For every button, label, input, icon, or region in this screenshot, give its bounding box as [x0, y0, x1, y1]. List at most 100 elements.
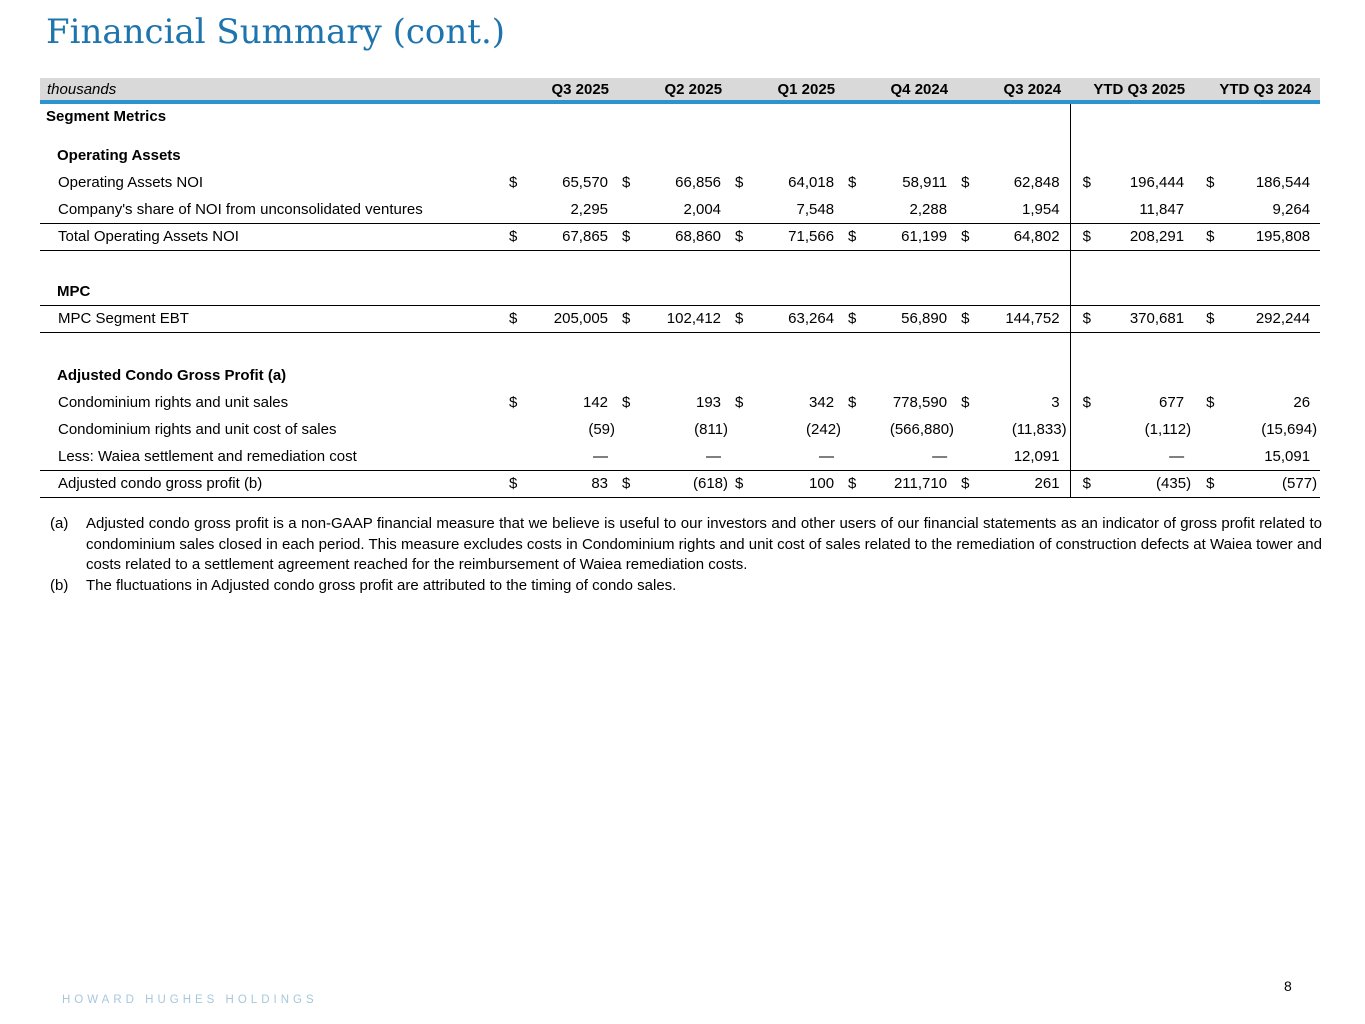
cell-value: (577)	[1282, 475, 1318, 492]
currency-symbol: $	[961, 174, 970, 191]
cell-value: 2,004	[683, 200, 722, 218]
cell-value: (15,694)	[1261, 421, 1318, 438]
cell-value: 195,808	[1255, 228, 1311, 245]
cell-value: (242)	[806, 421, 842, 438]
currency-symbol: $	[509, 228, 518, 245]
cell-value: 1,954	[1022, 200, 1060, 218]
table-row: Adjusted condo gross profit (b) $83 $ (618)…	[40, 470, 1321, 497]
currency-spacer	[505, 443, 523, 470]
currency-spacer	[618, 416, 636, 443]
currency-symbol: $	[848, 174, 857, 191]
page-title: Financial Summary (cont.)	[46, 12, 506, 52]
cell-value: —	[593, 447, 609, 465]
table-row	[40, 250, 1321, 278]
column-header-q1-2025: Q1 2025	[731, 78, 845, 104]
row-label: Less: Waiea settlement and remediation c…	[58, 447, 357, 465]
footnote-a-text: Adjusted condo gross profit is a non-GAA…	[86, 515, 1322, 574]
cell-value: 26	[1293, 394, 1311, 411]
cell-value: 83	[591, 475, 609, 492]
cell-value: 64,802	[1013, 228, 1060, 245]
table-row: Condominium rights and unit sales $142 $19…	[40, 389, 1320, 416]
cell-value: 196,444	[1129, 174, 1185, 191]
table-row: Adjusted Condo Gross Profit (a)	[40, 362, 1321, 389]
section-label: Operating Assets	[57, 147, 181, 164]
cell-value: 66,856	[675, 174, 722, 191]
cell-value: —	[1169, 447, 1185, 465]
cell-value: 186,544	[1255, 174, 1311, 191]
currency-spacer	[731, 443, 749, 470]
currency-spacer	[1194, 196, 1212, 223]
divider-cell	[1069, 250, 1321, 278]
cell-value: 11,847	[1139, 200, 1185, 218]
section-label: Adjusted Condo Gross Profit (a)	[57, 367, 287, 384]
cell-value: 56,890	[901, 310, 948, 327]
table-row: Company's share of NOI from unconsolidat…	[40, 196, 1321, 223]
company-logo-text: HOWARD HUGHES HOLDINGS	[62, 994, 318, 1006]
currency-spacer	[731, 416, 749, 443]
cell-value: —	[932, 447, 948, 465]
currency-symbol: $	[1069, 389, 1091, 416]
currency-symbol: $	[735, 228, 744, 245]
cell-value: 144,752	[1005, 310, 1060, 327]
cell-value: 68,860	[675, 228, 722, 245]
cell-value: (566,880)	[889, 421, 955, 438]
cell-value: 261	[1034, 475, 1060, 492]
currency-symbol: $	[848, 475, 857, 492]
section-label: Segment Metrics	[46, 107, 167, 125]
row-label: Operating Assets NOI	[58, 174, 204, 191]
currency-symbol: $	[1069, 470, 1091, 497]
cell-value: 63,264	[788, 310, 835, 327]
currency-symbol: $	[961, 310, 970, 327]
currency-symbol: $	[1206, 310, 1215, 327]
column-header-q3-2025: Q3 2025	[505, 78, 619, 104]
currency-symbol: $	[622, 228, 631, 245]
column-header-q3-2024: Q3 2024	[957, 78, 1071, 104]
currency-spacer	[957, 416, 975, 443]
currency-spacer	[1069, 416, 1091, 443]
footnote-a-marker: (a)	[50, 515, 69, 532]
financial-table-container: thousands Q3 2025 Q2 2025 Q1 2025 Q4 202…	[40, 78, 1321, 498]
currency-symbol: $	[622, 310, 631, 327]
currency-symbol: $	[509, 174, 518, 191]
currency-spacer	[731, 196, 749, 223]
cell-value: —	[819, 447, 835, 465]
currency-symbol: $	[1206, 475, 1215, 492]
currency-symbol: $	[622, 475, 631, 492]
cell-value: 100	[809, 475, 835, 492]
table-row	[40, 129, 1321, 142]
divider-cell	[1069, 278, 1321, 305]
currency-spacer	[844, 443, 862, 470]
currency-symbol: $	[1069, 305, 1091, 332]
financial-table: thousands Q3 2025 Q2 2025 Q1 2025 Q4 202…	[40, 78, 1321, 498]
footnote-b: (b) The fluctuations in Adjusted condo g…	[50, 576, 1322, 597]
cell-value: 3	[1051, 394, 1060, 411]
row-label: MPC Segment EBT	[58, 310, 189, 327]
page-number: 8	[1284, 978, 1292, 994]
footnotes: (a) Adjusted condo gross profit is a non…	[50, 514, 1322, 597]
divider-cell	[1069, 129, 1321, 142]
cell-value: 58,911	[902, 174, 948, 191]
cell-value: 292,244	[1255, 310, 1311, 327]
currency-spacer	[1069, 196, 1091, 223]
cell-value: 12,091	[1013, 447, 1060, 465]
row-label: Total Operating Assets NOI	[58, 228, 239, 245]
column-header-ytd-q3-2025: YTD Q3 2025	[1070, 78, 1195, 104]
row-label: Condominium rights and unit cost of sale…	[58, 421, 337, 438]
footnote-b-text: The fluctuations in Adjusted condo gross…	[86, 577, 677, 595]
table-row: MPC	[40, 278, 1321, 305]
footnote-b-marker: (b)	[50, 577, 69, 595]
cell-value: 9,264	[1272, 200, 1311, 218]
cell-value: 62,848	[1013, 174, 1060, 191]
currency-symbol: $	[961, 228, 970, 245]
currency-symbol: $	[735, 310, 744, 327]
currency-spacer	[1194, 416, 1212, 443]
currency-symbol: $	[1069, 169, 1091, 196]
cell-value: 64,018	[788, 174, 835, 191]
table-row: MPC Segment EBT $205,005 $102,412 $63,264 $5…	[40, 305, 1321, 332]
cell-value: 7,548	[796, 200, 835, 218]
currency-spacer	[1069, 443, 1091, 470]
currency-spacer	[844, 416, 862, 443]
cell-value: 677	[1159, 394, 1185, 411]
divider-cell	[1069, 142, 1321, 169]
